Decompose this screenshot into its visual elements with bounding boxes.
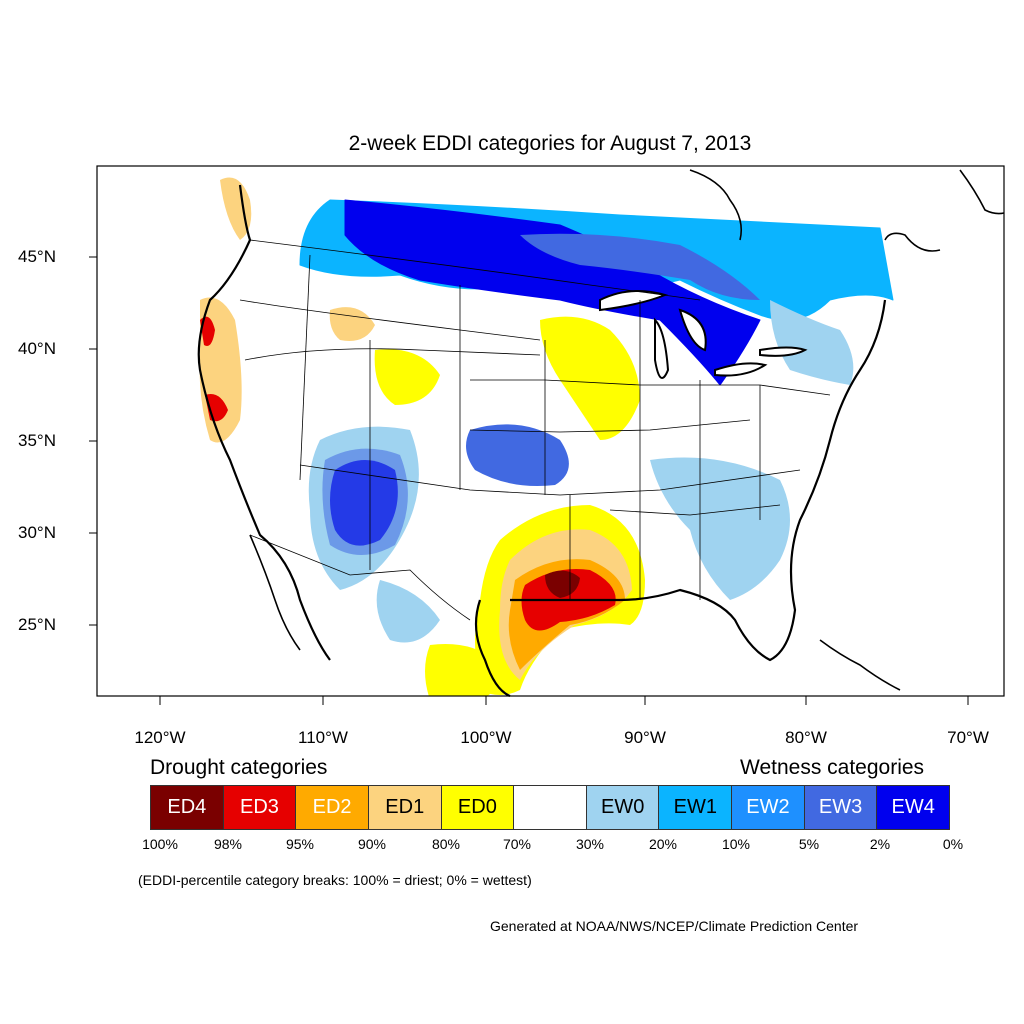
drought-categories-heading: Drought categories bbox=[150, 756, 328, 779]
legend-box-ed3: ED3 bbox=[223, 786, 297, 829]
legend-percent-label: 0% bbox=[942, 836, 964, 852]
state-borders bbox=[239, 239, 831, 621]
map-title: 2-week EDDI categories for August 7, 201… bbox=[348, 132, 752, 155]
drought-region-northwest bbox=[220, 177, 252, 240]
legend-box-ew4: EW4 bbox=[877, 786, 950, 829]
wetness-categories-heading: Wetness categories bbox=[740, 756, 925, 779]
lat-label-30n: 30°N bbox=[18, 523, 56, 542]
legend-box-ed0: ED0 bbox=[441, 786, 515, 829]
legend-box-ed4: ED4 bbox=[151, 786, 224, 829]
lon-label-70w: 70°W bbox=[947, 728, 989, 747]
legend-box-ew2: EW2 bbox=[732, 786, 805, 829]
lat-label-40n: 40°N bbox=[18, 339, 56, 358]
credit-line: Generated at NOAA/NWS/NCEP/Climate Predi… bbox=[490, 918, 859, 934]
lon-label-90w: 90°W bbox=[624, 728, 666, 747]
legend-percent-label: 20% bbox=[648, 836, 678, 852]
lon-label-120w: 120°W bbox=[134, 728, 186, 747]
legend-percent-label: 30% bbox=[575, 836, 605, 852]
wet-region-north-mid bbox=[520, 233, 760, 300]
axis-ticks bbox=[89, 256, 969, 705]
lat-label-25n: 25°N bbox=[18, 615, 56, 634]
legend-percent-label: 80% bbox=[431, 836, 461, 852]
category-breaks-note: (EDDI-percentile category breaks: 100% =… bbox=[138, 872, 532, 888]
wet-region-plains bbox=[466, 424, 569, 486]
legend-box-ew0: EW0 bbox=[586, 786, 660, 829]
drought-region-west-coast-red bbox=[200, 316, 228, 422]
drought-region-idaho bbox=[329, 307, 375, 341]
legend-percent-label: 2% bbox=[869, 836, 891, 852]
legend-box-ed2: ED2 bbox=[296, 786, 369, 829]
lat-label-35n: 35°N bbox=[18, 431, 56, 450]
legend-percent-label: 10% bbox=[721, 836, 751, 852]
drought-region-midwest bbox=[540, 316, 640, 440]
map-frame bbox=[96, 165, 1005, 697]
lon-label-100w: 100°W bbox=[460, 728, 512, 747]
drought-region-texas-ed4 bbox=[545, 570, 580, 598]
wet-region-southeast bbox=[650, 457, 790, 600]
lon-label-80w: 80°W bbox=[785, 728, 827, 747]
legend-percent-label: 100% bbox=[142, 836, 178, 852]
legend-box-ed1: ED1 bbox=[368, 786, 442, 829]
map-field bbox=[199, 177, 894, 696]
legend-percent-label: 70% bbox=[502, 836, 532, 852]
wet-region-northeast bbox=[770, 300, 854, 385]
lat-label-45n: 45°N bbox=[18, 247, 56, 266]
legend-percent-label: 95% bbox=[285, 836, 315, 852]
legend-box-neutral bbox=[514, 786, 587, 829]
wet-region-southwest-ring bbox=[322, 448, 408, 555]
wet-region-southern-plains bbox=[376, 580, 440, 643]
legend-box-ew3: EW3 bbox=[804, 786, 878, 829]
great-lakes bbox=[599, 290, 808, 379]
lon-label-110w: 110°W bbox=[298, 728, 348, 747]
legend-box-ew1: EW1 bbox=[659, 786, 733, 829]
legend-percent-label: 5% bbox=[798, 836, 820, 852]
drought-region-colorado bbox=[374, 349, 440, 405]
legend-percent-label: 90% bbox=[357, 836, 387, 852]
legend-percent-label: 98% bbox=[213, 836, 243, 852]
drought-region-south-texas bbox=[425, 644, 498, 696]
legend-color-bar: ED4 ED3 ED2 ED1 ED0 EW0 EW1 EW2 EW3 EW4 bbox=[150, 785, 950, 830]
